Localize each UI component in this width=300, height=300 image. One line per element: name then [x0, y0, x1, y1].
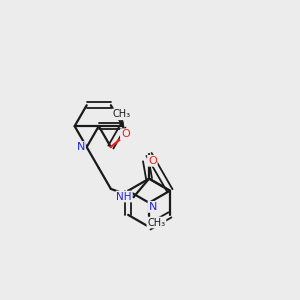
Text: N: N	[76, 142, 85, 152]
Text: CH₃: CH₃	[147, 218, 166, 227]
Text: CH₃: CH₃	[113, 110, 131, 119]
Text: NH: NH	[116, 191, 132, 202]
Text: N: N	[148, 202, 157, 212]
Text: O: O	[121, 129, 130, 139]
Text: O: O	[148, 156, 157, 166]
